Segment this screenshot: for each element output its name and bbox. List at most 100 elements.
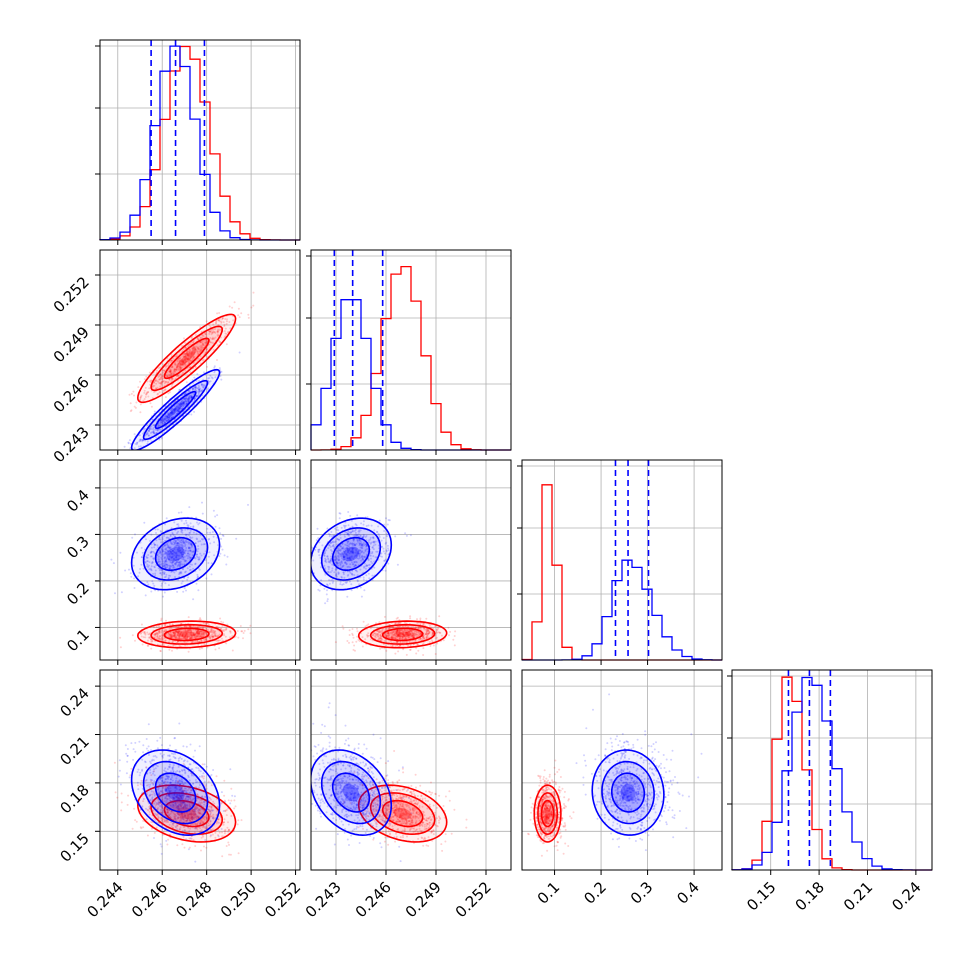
scatter-point bbox=[170, 413, 173, 415]
scatter-point bbox=[354, 528, 357, 531]
scatter-point bbox=[186, 636, 189, 639]
scatter-point bbox=[417, 627, 420, 630]
scatter-point bbox=[185, 633, 188, 635]
scatter-point bbox=[185, 554, 188, 557]
scatter-point bbox=[146, 440, 149, 443]
scatter-point bbox=[177, 564, 180, 567]
scatter-point bbox=[190, 823, 193, 826]
scatter-point bbox=[177, 545, 180, 548]
scatter-point bbox=[210, 784, 213, 787]
scatter-point bbox=[184, 630, 187, 633]
scatter-point bbox=[198, 568, 201, 571]
scatter-point bbox=[392, 634, 395, 636]
scatter-point bbox=[195, 631, 198, 633]
scatter-point bbox=[190, 630, 193, 633]
scatter-point bbox=[165, 364, 168, 367]
scatter-point bbox=[161, 811, 164, 814]
scatter-point bbox=[411, 635, 414, 638]
scatter-point bbox=[166, 536, 169, 539]
scatter-point bbox=[426, 634, 429, 637]
scatter-point bbox=[401, 637, 404, 640]
scatter-point bbox=[352, 551, 355, 554]
scatter-point bbox=[425, 631, 428, 634]
scatter-point bbox=[412, 636, 415, 639]
scatter-point bbox=[174, 563, 176, 565]
scatter-point bbox=[350, 589, 353, 592]
scatter-point bbox=[226, 318, 228, 321]
scatter-point bbox=[353, 543, 356, 546]
scatter-point bbox=[177, 816, 180, 819]
scatter-point bbox=[185, 381, 188, 384]
scatter-point bbox=[406, 641, 409, 644]
scatter-point bbox=[392, 626, 395, 629]
scatter-point bbox=[403, 635, 406, 638]
scatter-point bbox=[170, 565, 173, 568]
scatter-point bbox=[331, 550, 334, 553]
scatter-point bbox=[169, 565, 172, 568]
scatter-point bbox=[188, 399, 190, 402]
scatter-point bbox=[222, 630, 225, 633]
scatter-point bbox=[337, 556, 340, 559]
scatter-point bbox=[146, 834, 149, 837]
scatter-point bbox=[394, 622, 397, 625]
scatter-point bbox=[180, 819, 183, 822]
scatter-point bbox=[174, 542, 176, 545]
scatter-point bbox=[184, 346, 187, 349]
scatter-point bbox=[372, 633, 374, 636]
scatter-point bbox=[321, 544, 324, 547]
scatter-point bbox=[147, 430, 150, 433]
scatter-point bbox=[185, 631, 188, 634]
scatter-point bbox=[150, 821, 153, 823]
scatter-point bbox=[379, 630, 382, 633]
scatter-point bbox=[197, 545, 200, 548]
scatter-point bbox=[410, 631, 413, 633]
scatter-point bbox=[185, 397, 187, 400]
scatter-point bbox=[129, 774, 132, 777]
scatter-point bbox=[175, 562, 178, 565]
scatter-point bbox=[182, 400, 185, 403]
scatter-point bbox=[407, 634, 410, 637]
scatter-point bbox=[144, 636, 147, 639]
scatter-point bbox=[436, 631, 439, 634]
scatter-point bbox=[166, 564, 169, 567]
scatter-point bbox=[160, 569, 163, 572]
scatter-point bbox=[201, 538, 204, 541]
scatter-point bbox=[174, 630, 177, 633]
scatter-point bbox=[195, 532, 198, 535]
scatter-point bbox=[211, 629, 214, 632]
scatter-point bbox=[425, 630, 428, 633]
scatter-point bbox=[168, 622, 171, 625]
scatter-point bbox=[220, 321, 223, 324]
scatter-point bbox=[207, 377, 210, 380]
scatter-point bbox=[407, 632, 410, 635]
scatter-point bbox=[237, 819, 240, 822]
scatter-point bbox=[182, 556, 185, 559]
scatter-point bbox=[157, 367, 160, 370]
scatter-point bbox=[180, 805, 183, 807]
scatter-point bbox=[178, 633, 181, 636]
scatter-point bbox=[161, 798, 164, 801]
scatter-point bbox=[160, 418, 163, 421]
scatter-point bbox=[162, 420, 165, 422]
scatter-point bbox=[146, 644, 149, 647]
scatter-point bbox=[198, 636, 201, 639]
scatter-point bbox=[197, 391, 200, 394]
scatter-point bbox=[163, 556, 166, 559]
scatter-point bbox=[399, 641, 402, 644]
scatter-point bbox=[166, 375, 169, 378]
scatter-point bbox=[197, 393, 200, 396]
scatter-contours bbox=[110, 501, 252, 653]
scatter-point bbox=[172, 412, 175, 415]
scatter-point bbox=[399, 632, 402, 635]
scatter-point bbox=[186, 397, 188, 400]
scatter-point bbox=[201, 342, 204, 345]
scatter-point bbox=[139, 568, 142, 570]
scatter-point bbox=[436, 628, 439, 631]
scatter-point bbox=[182, 806, 185, 809]
scatter-point bbox=[385, 627, 388, 630]
scatter-point bbox=[192, 347, 195, 350]
scatter-point bbox=[351, 529, 354, 532]
scatter-point bbox=[362, 520, 365, 523]
scatter-point bbox=[342, 546, 345, 549]
scatter-point bbox=[419, 637, 422, 640]
